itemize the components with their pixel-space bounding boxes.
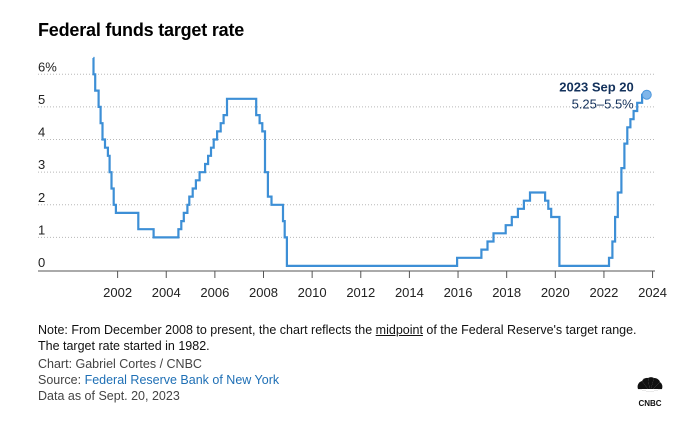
x-axis (38, 270, 655, 278)
x-tick-label-2010: 2010 (298, 285, 327, 300)
x-tick-label-2002: 2002 (103, 285, 132, 300)
rate-line (92, 56, 646, 267)
chart-source: Source: Federal Reserve Bank of New York (38, 372, 279, 388)
note-midpoint: midpoint (375, 323, 423, 337)
y-tick-label-0: 0 (38, 255, 45, 270)
source-link[interactable]: Federal Reserve Bank of New York (84, 373, 280, 387)
y-tick-label-6: 6% (38, 59, 57, 74)
chart-note: Note: From December 2008 to present, the… (38, 322, 638, 354)
x-tick-label-2004: 2004 (152, 285, 181, 300)
cnbc-logo: CNBC (637, 377, 663, 408)
x-tick-label-2014: 2014 (395, 285, 424, 300)
data-date: Data as of Sept. 20, 2023 (38, 389, 180, 403)
grid-lines (38, 73, 655, 238)
x-tick-label-2008: 2008 (249, 285, 278, 300)
source-label: Source: (38, 373, 85, 387)
chart-credit: Chart: Gabriel Cortes / CNBC (38, 357, 202, 371)
x-tick-label-2022: 2022 (589, 285, 618, 300)
annotation-date: 2023 Sep 20 (559, 80, 633, 95)
logo-text: CNBC (638, 399, 661, 408)
x-tick-label-2012: 2012 (346, 285, 375, 300)
latest-annotation: 2023 Sep 20 5.25–5.5% (559, 80, 652, 112)
x-tick-label-2018: 2018 (492, 285, 521, 300)
y-tick-label-3: 3 (38, 157, 45, 172)
y-tick-label-1: 1 (38, 222, 45, 237)
y-tick-label-4: 4 (38, 125, 45, 140)
y-tick-label-2: 2 (38, 190, 45, 205)
note-text-end: of the Federal Reserve's target range. T… (38, 323, 637, 353)
x-tick-labels: 2002 2004 2006 2008 2010 2012 2014 2016 2018 2020… (103, 285, 667, 300)
y-tick-labels: 0 1 2 3 4 5 6% (38, 59, 57, 270)
chart-area: 0 1 2 3 4 5 6% 2002 2004 2006 2008 2010 2012 2014 201… (38, 56, 667, 300)
x-tick-label-2006: 2006 (200, 285, 229, 300)
note-text: Note: From December 2008 to present, the… (38, 323, 376, 337)
x-tick-label-2020: 2020 (541, 285, 570, 300)
latest-point (641, 89, 652, 100)
chart-title: Federal funds target rate (38, 20, 245, 40)
annotation-value: 5.25–5.5% (572, 97, 635, 112)
x-tick-label-2016: 2016 (444, 285, 473, 300)
y-tick-label-5: 5 (38, 92, 45, 107)
x-tick-label-2024: 2024 (638, 285, 667, 300)
